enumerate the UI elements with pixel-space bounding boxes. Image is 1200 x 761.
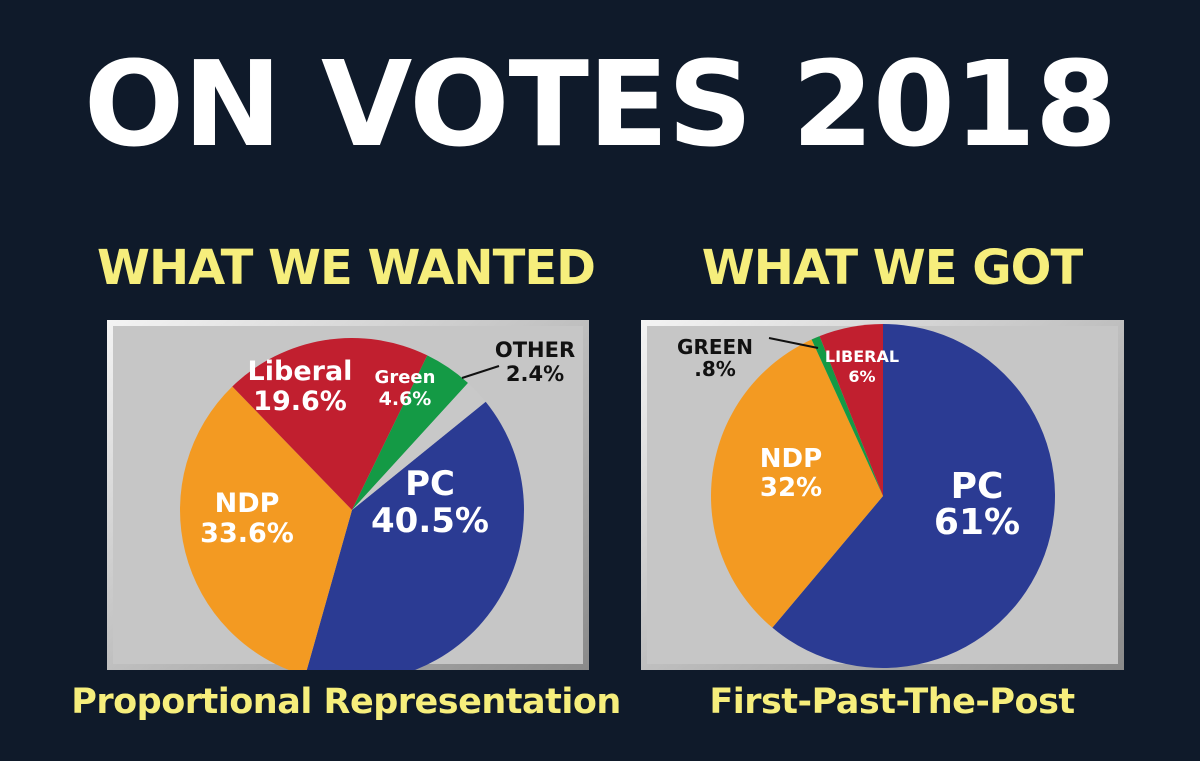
- right-pie-slice-green: [811, 336, 883, 496]
- left-slice-label-liberal: Liberal: [248, 356, 353, 387]
- right-pie-slice-ndp: [710, 339, 883, 628]
- right-leader-line-green: [768, 337, 819, 349]
- right-slice-value-liberal: 6%: [848, 367, 875, 386]
- right-chart-caption: First-Past-The-Post: [709, 682, 1075, 722]
- right-slice-label-green: GREEN: [677, 335, 753, 359]
- left-slice-value-ndp: 33.6%: [200, 518, 294, 549]
- right-pie-frame: PC 61% NDP 32% GREEN .8% LIBERAL 6%: [641, 320, 1124, 670]
- left-slice-label-ndp: NDP: [215, 488, 280, 519]
- left-pie-slice-green: [352, 355, 469, 510]
- left-slice-label-pc: PC: [405, 464, 455, 504]
- left-pie-slice-pc: [306, 401, 524, 670]
- right-pie-slice-liberal: [819, 324, 883, 496]
- left-leader-line-other: [461, 365, 500, 379]
- left-slices: [180, 337, 524, 670]
- right-slice-label-ndp: NDP: [760, 444, 822, 474]
- left-slice-value-liberal: 19.6%: [253, 386, 347, 417]
- left-pie-slice-liberal: [232, 337, 428, 510]
- right-pie-slice-pc: [772, 324, 1056, 668]
- left-slice-label-green: Green: [375, 367, 436, 388]
- right-slice-value-ndp: 32%: [760, 473, 822, 503]
- right-chart-heading: WHAT WE GOT: [701, 240, 1083, 296]
- right-slice-label-pc: PC: [951, 466, 1004, 507]
- right-slices: [710, 324, 1056, 668]
- left-pie-slice-other: [352, 383, 486, 510]
- right-slice-value-green: .8%: [694, 357, 736, 381]
- left-slice-value-pc: 40.5%: [371, 501, 489, 541]
- left-pie-frame: PC 40.5% NDP 33.6% Liberal 19.6% Green 4.6% OTHE…: [107, 320, 589, 670]
- right-slice-value-pc: 61%: [934, 502, 1020, 543]
- left-slice-value-green: 4.6%: [379, 388, 432, 410]
- page-title: ON VOTES 2018: [83, 35, 1117, 173]
- right-slice-label-liberal: LIBERAL: [825, 347, 899, 366]
- left-slice-value-other: 2.4%: [506, 362, 564, 386]
- left-pie-slice-ndp: [180, 386, 352, 670]
- left-chart-caption: Proportional Representation: [71, 682, 621, 722]
- left-chart-heading: WHAT WE WANTED: [97, 240, 596, 296]
- left-slice-label-other: OTHER: [495, 338, 575, 362]
